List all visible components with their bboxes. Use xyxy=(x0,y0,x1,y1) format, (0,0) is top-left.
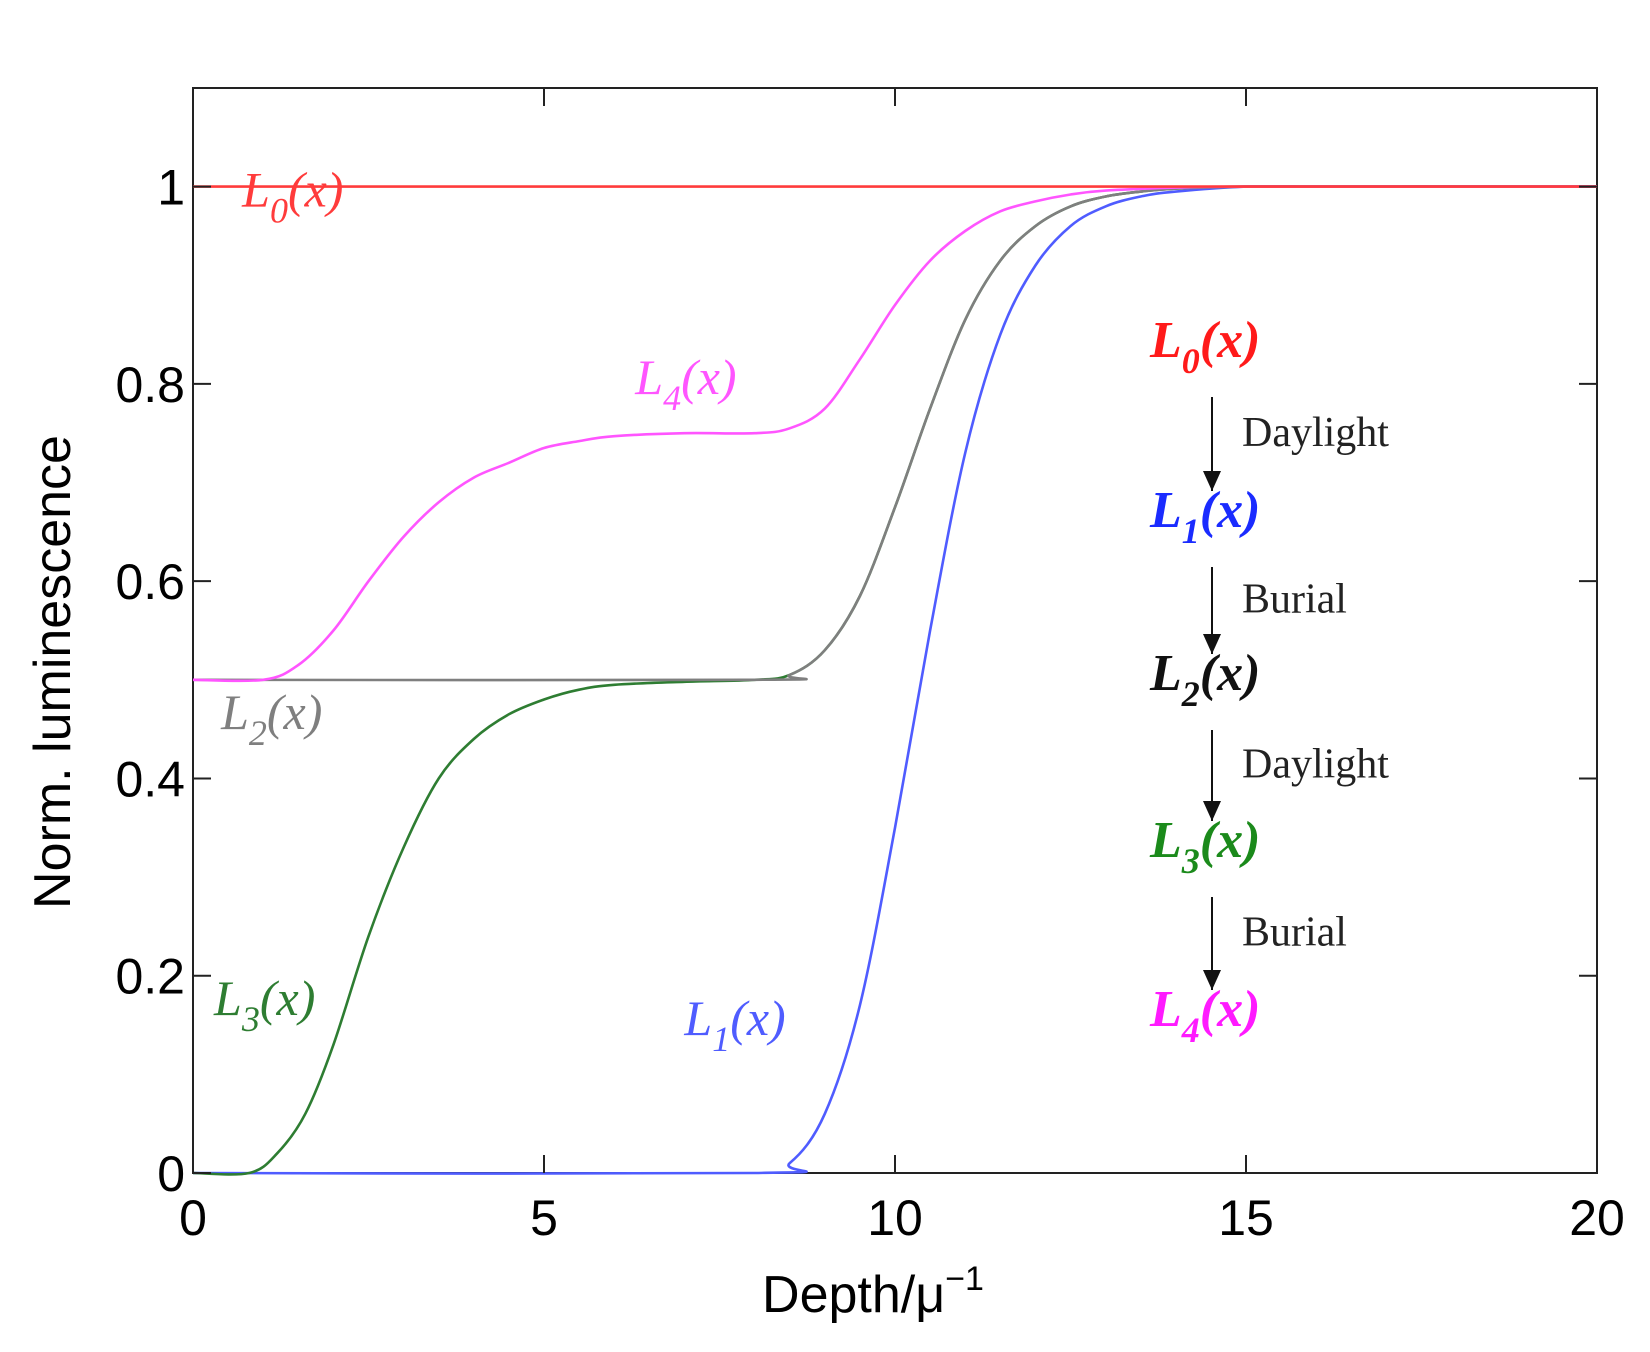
x-axis-label: Depth/μ−1 xyxy=(762,1260,984,1324)
plot-border xyxy=(192,87,1598,1174)
sequence-step-2: Daylight xyxy=(1242,742,1389,788)
sequence-arrowhead-3 xyxy=(1203,970,1221,990)
x-tick-label: 20 xyxy=(1569,1190,1625,1246)
sequence-label-2: L2(x) xyxy=(1149,645,1260,714)
x-tick-label: 0 xyxy=(179,1190,207,1246)
series-label-L0(x): L0(x) xyxy=(241,161,343,230)
series-label-L3(x): L3(x) xyxy=(213,970,315,1039)
y-tick-label: 1 xyxy=(157,160,185,216)
x-tick-label: 10 xyxy=(867,1190,923,1246)
series-label-L4(x): L4(x) xyxy=(634,349,736,418)
series-line-L4(x) xyxy=(192,185,1598,683)
series-label-L1(x): L1(x) xyxy=(683,990,785,1059)
y-tick-label: 0.2 xyxy=(115,949,185,1005)
x-tick-label: 5 xyxy=(530,1190,558,1246)
sequence-arrowhead-1 xyxy=(1203,634,1221,654)
series-lines xyxy=(192,184,1598,1176)
y-tick-label: 0 xyxy=(157,1146,185,1202)
sequence-step-3: Burial xyxy=(1242,910,1347,956)
x-tick-label: 15 xyxy=(1218,1190,1274,1246)
y-tick-label: 0.6 xyxy=(115,554,185,610)
y-tick-label: 0.4 xyxy=(115,751,185,807)
sequence-label-3: L3(x) xyxy=(1149,812,1260,881)
y-axis-label: Norm. luminescence xyxy=(24,435,82,909)
sequence-label-1: L1(x) xyxy=(1149,482,1260,551)
process-sequence: L0(x) L1(x) L2(x) L3(x) L4(x) Daylight Burial D… xyxy=(1149,312,1389,1050)
sequence-arrowhead-2 xyxy=(1203,801,1221,821)
series-labels: L0(x) L1(x) L2(x) L3(x) L4(x) xyxy=(213,161,786,1059)
sequence-step-1: Burial xyxy=(1242,577,1347,623)
series-label-L2(x): L2(x) xyxy=(220,684,322,753)
sequence-label-0: L0(x) xyxy=(1149,312,1260,381)
sequence-arrowhead-0 xyxy=(1203,471,1221,491)
sequence-label-4: L4(x) xyxy=(1149,981,1260,1050)
sequence-step-0: Daylight xyxy=(1242,410,1389,456)
axis-ticks: 0 5 10 15 20 0 0.2 0.4 0.6 0.8 1 xyxy=(115,88,1625,1246)
plot-frame xyxy=(192,87,1598,1174)
y-tick-label: 0.8 xyxy=(115,357,185,413)
